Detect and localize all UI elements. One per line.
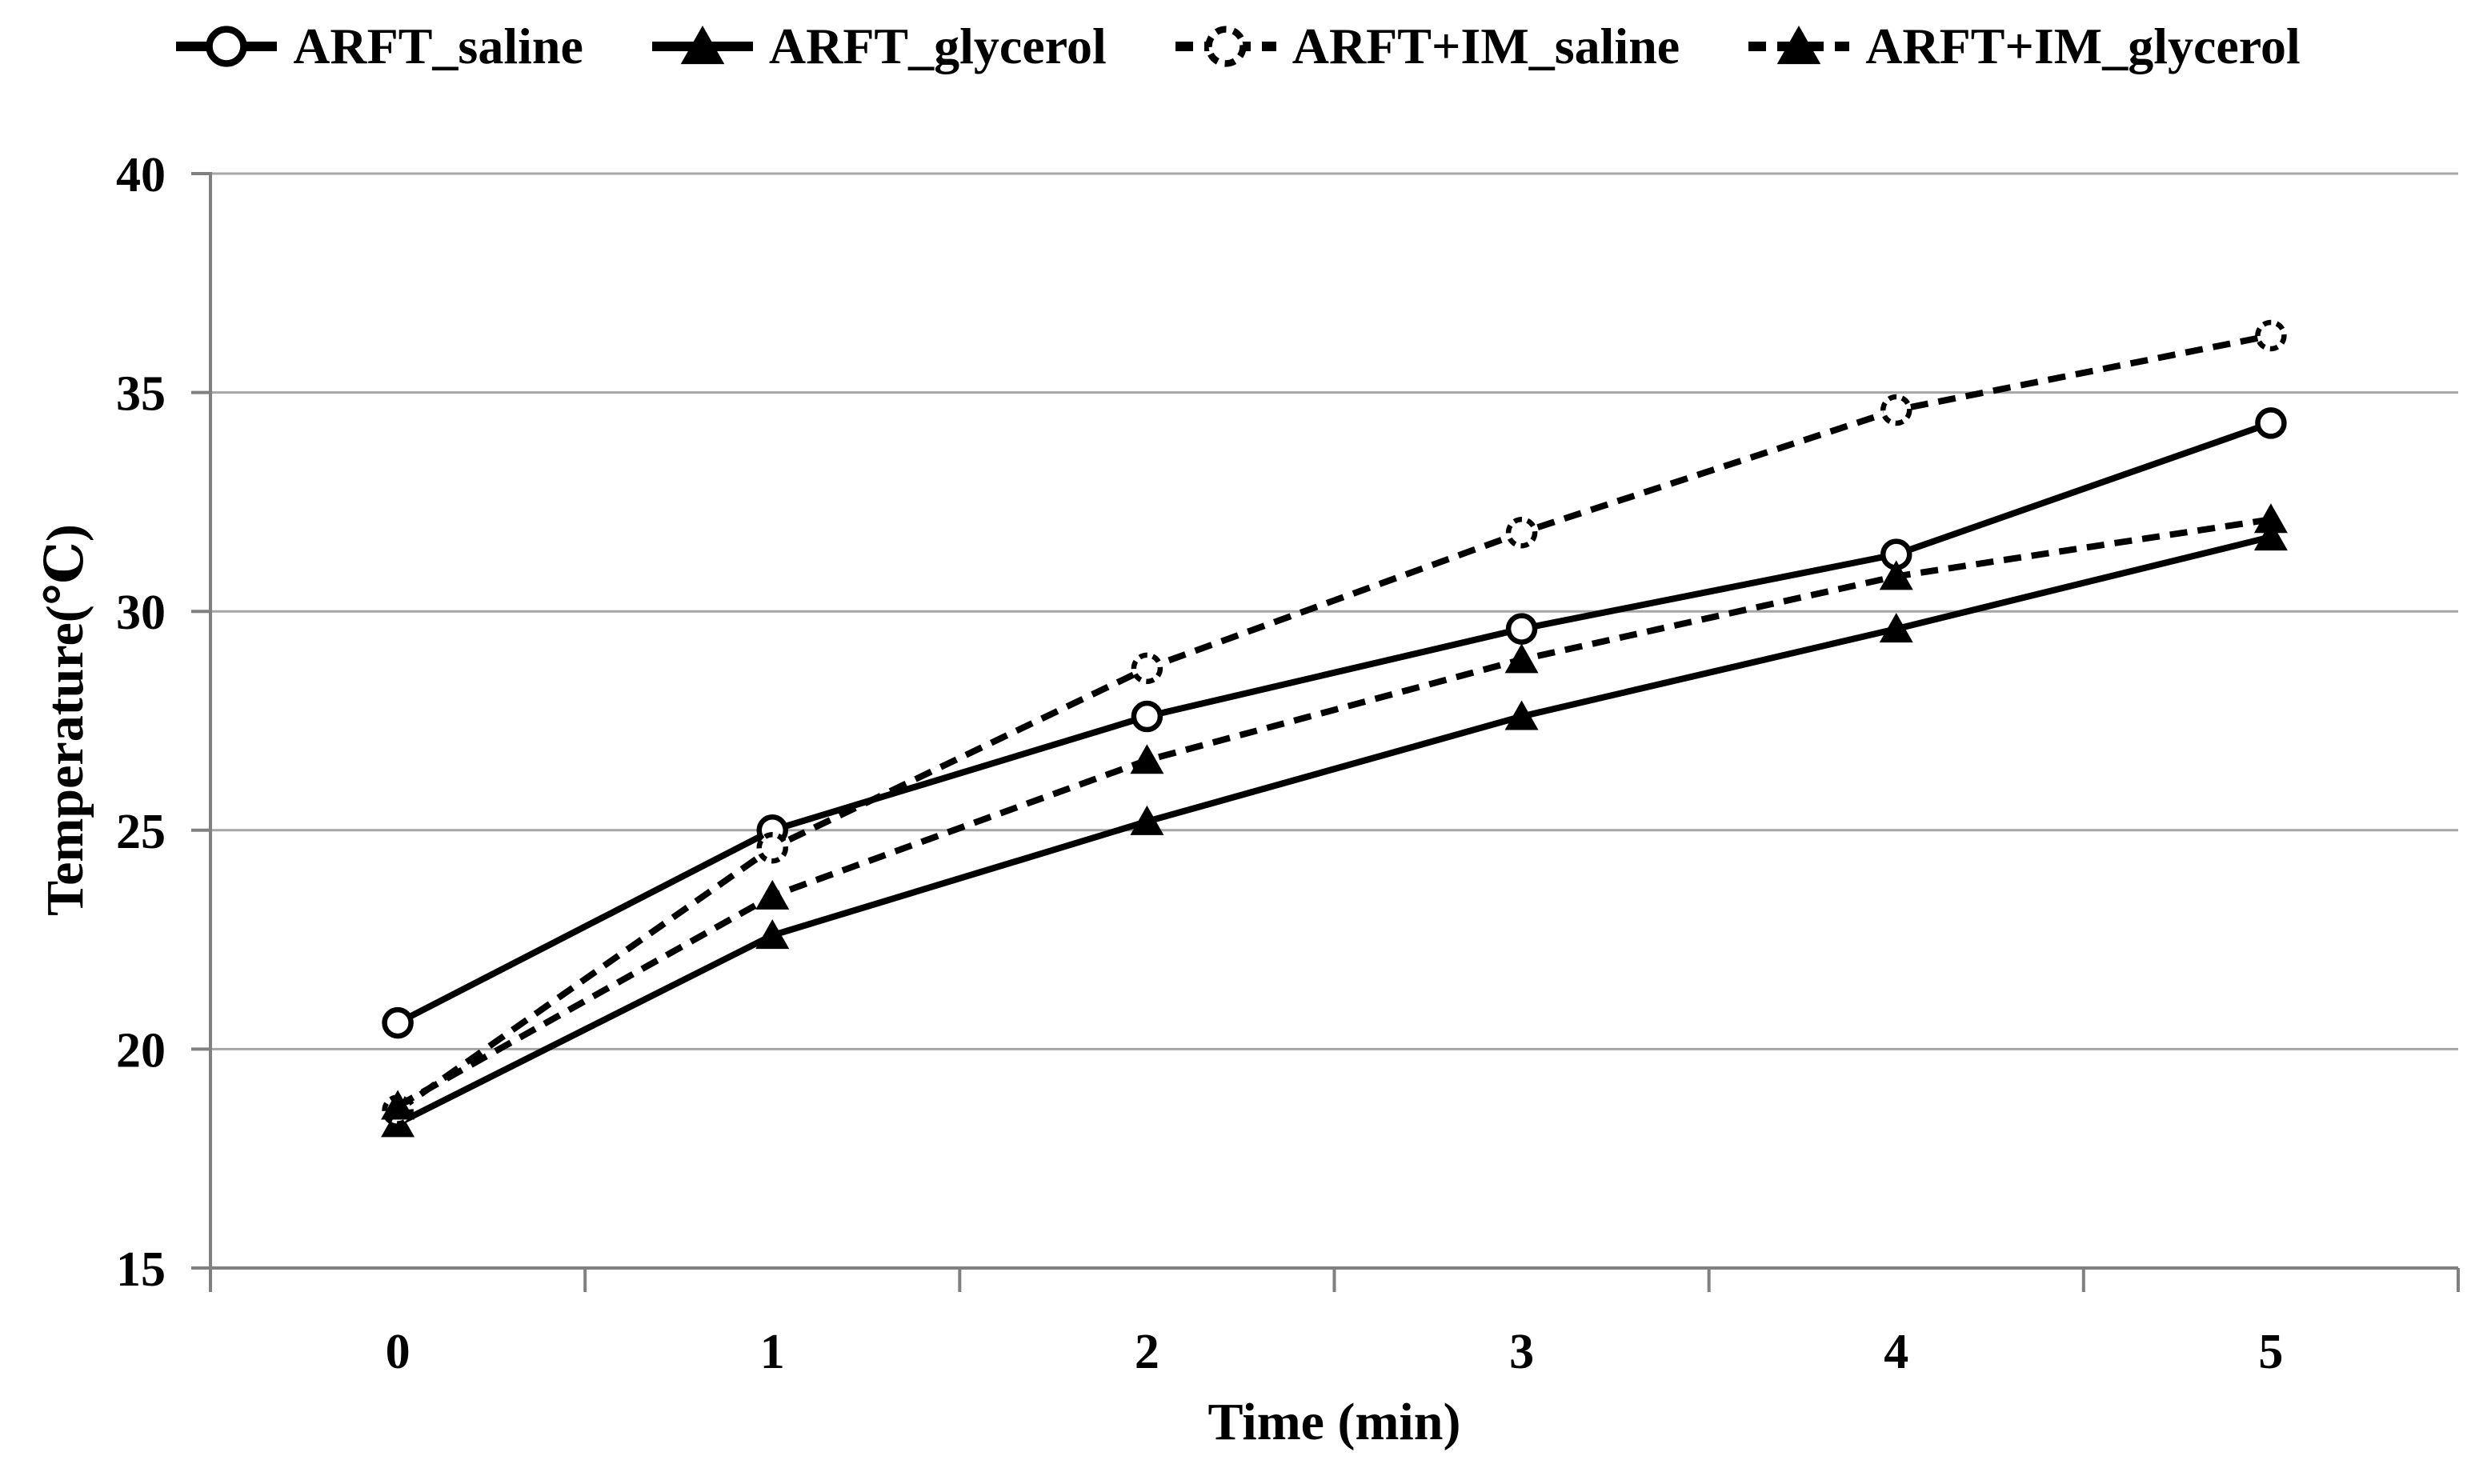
- data-point-circle-icon: [1505, 613, 1538, 645]
- legend-item-arft-im-saline: ARFT+IM_saline: [1174, 21, 1680, 72]
- data-point-triangle-icon: [2253, 503, 2288, 534]
- chart-legend: ARFT_saline ARFT_glycerol ARFT+IM_saline…: [0, 21, 2475, 72]
- data-point-circle-icon: [2255, 407, 2287, 439]
- data-point-circle-icon: [1131, 700, 1163, 733]
- y-tick-label-30: 30: [116, 586, 166, 640]
- data-point-triangle-icon: [1879, 613, 1913, 643]
- y-tick-label-25: 25: [116, 805, 166, 859]
- data-point-circle-icon: [206, 26, 247, 67]
- data-point-triangle-icon: [2253, 521, 2288, 551]
- series-line-arft-saline: [396, 420, 2273, 1026]
- data-point-triangle-icon: [755, 919, 790, 950]
- legend-marker-arft-im-saline-icon: [1175, 26, 1276, 67]
- series-markers-arft-saline: [382, 407, 2287, 1039]
- x-tick-label-3: 3: [1509, 1325, 1534, 1379]
- legend-label-arft-im-glycerol: ARFT+IM_glycerol: [1865, 18, 2301, 74]
- data-point-triangle-icon: [1879, 560, 1913, 590]
- x-tick-label-5: 5: [2258, 1325, 2283, 1379]
- x-tick-label-2: 2: [1135, 1325, 1159, 1379]
- y-tick-label-40: 40: [116, 148, 166, 202]
- legend-label-arft-im-saline: ARFT+IM_saline: [1292, 18, 1680, 74]
- series-markers-arft-im-glycerol: [381, 503, 2288, 1120]
- data-point-triangle-icon: [1504, 700, 1539, 730]
- legend-marker-arft-im-glycerol-icon: [1748, 26, 1850, 65]
- data-point-circle-icon: [1505, 516, 1538, 549]
- series-markers-arft-im-saline: [382, 319, 2287, 1126]
- data-point-circle-icon: [1131, 652, 1163, 685]
- y-axis-title: Temperature(℃): [36, 524, 94, 916]
- data-point-circle-icon: [382, 1006, 414, 1039]
- data-point-triangle-icon: [1776, 26, 1821, 65]
- x-tick-label-4: 4: [1884, 1325, 1908, 1379]
- x-axis-title: Time (min): [1207, 1393, 1461, 1451]
- legend-item-arft-saline: ARFT_saline: [174, 21, 583, 72]
- legend-label-arft-glycerol: ARFT_glycerol: [768, 18, 1107, 74]
- data-point-triangle-icon: [755, 879, 790, 910]
- data-point-triangle-icon: [1130, 805, 1164, 835]
- series-line-arft-im-glycerol: [396, 516, 2272, 1110]
- y-tick-label-35: 35: [116, 367, 166, 422]
- series-line-arft-glycerol: [396, 534, 2272, 1126]
- data-point-triangle-icon: [1130, 744, 1164, 774]
- x-tick-label-1: 1: [760, 1325, 785, 1379]
- data-point-circle-icon: [2255, 319, 2287, 352]
- legend-item-arft-glycerol: ARFT_glycerol: [651, 21, 1107, 72]
- y-tick-label-15: 15: [116, 1242, 166, 1297]
- y-tick-label-20: 20: [116, 1023, 166, 1078]
- data-point-circle-icon: [1205, 26, 1247, 67]
- data-point-triangle-icon: [381, 1090, 415, 1120]
- legend-label-arft-saline: ARFT_saline: [293, 18, 583, 74]
- data-point-circle-icon: [1880, 394, 1912, 426]
- x-tick-label-0: 0: [386, 1325, 410, 1379]
- legend-marker-arft-saline-icon: [176, 26, 278, 67]
- data-point-triangle-icon: [680, 26, 725, 65]
- legend-marker-arft-glycerol-icon: [651, 26, 753, 65]
- data-point-circle-icon: [756, 831, 788, 864]
- series-line-arft-im-saline: [395, 332, 2272, 1114]
- series-markers-arft-glycerol: [381, 521, 2288, 1138]
- data-point-triangle-icon: [1504, 643, 1539, 674]
- legend-item-arft-im-glycerol: ARFT+IM_glycerol: [1747, 21, 2301, 72]
